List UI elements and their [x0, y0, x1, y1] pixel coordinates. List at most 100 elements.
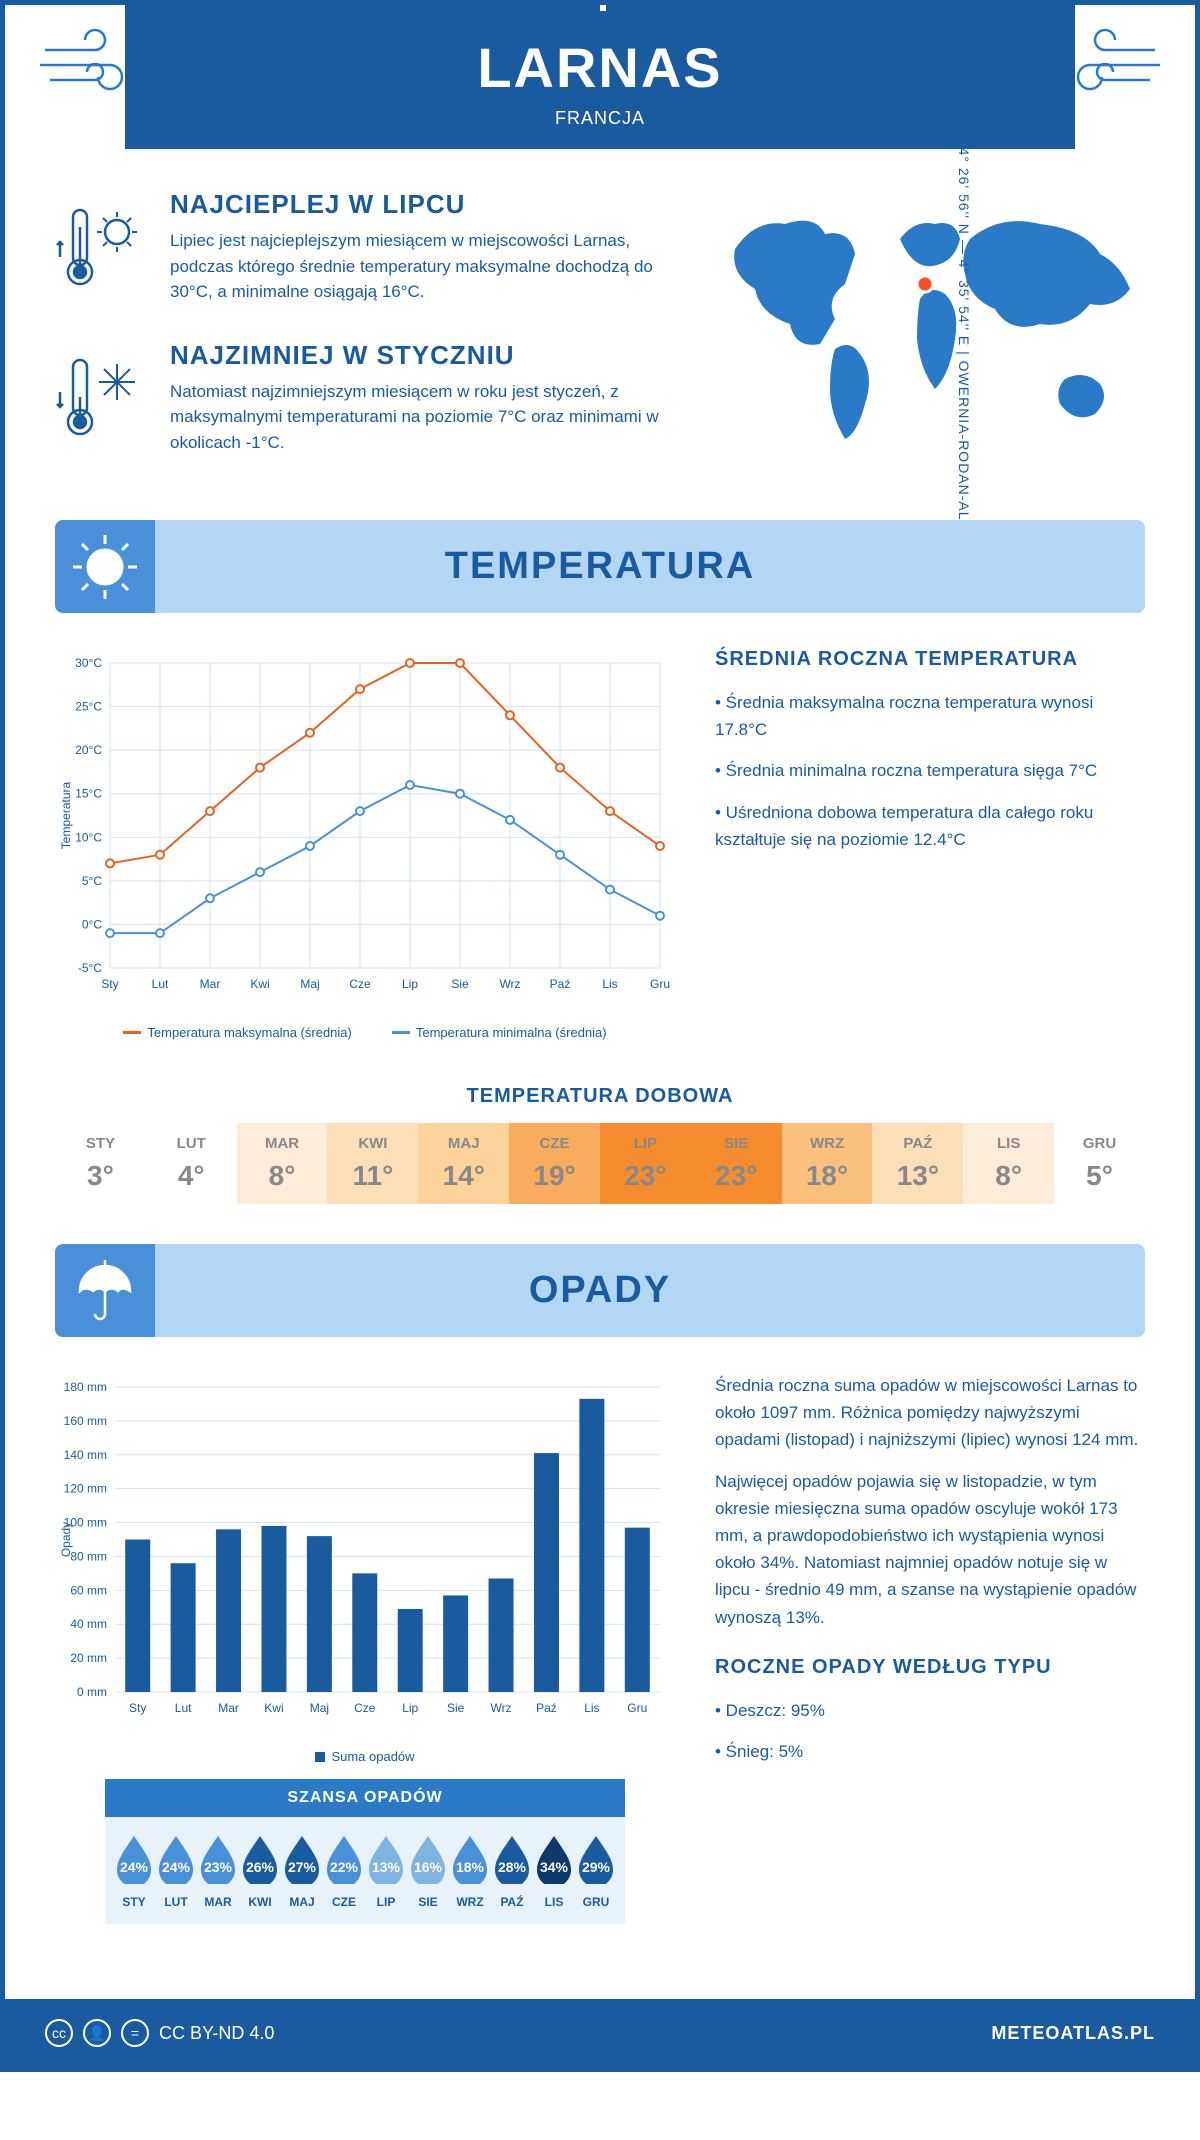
temp-chart-legend: Temperatura maksymalna (średnia) Tempera…	[55, 1025, 675, 1040]
svg-text:Lip: Lip	[402, 1701, 418, 1715]
rain-chance-drop: 29%GRU	[575, 1832, 617, 1909]
site-label: METEOATLAS.PL	[991, 2023, 1155, 2044]
svg-text:5°C: 5°C	[82, 874, 102, 888]
rain-chance-drop: 23%MAR	[197, 1832, 239, 1909]
daily-temp-cell: MAR8°	[237, 1123, 328, 1204]
svg-text:Cze: Cze	[349, 977, 371, 991]
daily-temp-cell: LIP23°	[600, 1123, 691, 1204]
coldest-fact: NAJZIMNIEJ W STYCZNIU Natomiast najzimni…	[55, 340, 665, 456]
daily-temp-cell: STY3°	[55, 1123, 146, 1204]
daily-temp-cell: PAŹ13°	[872, 1123, 963, 1204]
rain-chance-drop: 28%PAŹ	[491, 1832, 533, 1909]
daily-temp-cell: KWI11°	[327, 1123, 418, 1204]
precip-type-list: • Deszcz: 95%• Śnieg: 5%	[715, 1697, 1145, 1765]
svg-text:25°C: 25°C	[75, 700, 102, 714]
svg-text:30°C: 30°C	[75, 656, 102, 670]
daily-temp-cell: LUT4°	[146, 1123, 237, 1204]
svg-text:Lut: Lut	[152, 977, 169, 991]
svg-text:13%: 13%	[372, 1859, 401, 1875]
svg-text:Opady: Opady	[59, 1522, 73, 1557]
rain-chance-drop: 16%SIE	[407, 1832, 449, 1909]
svg-text:24%: 24%	[120, 1859, 149, 1875]
rain-chance-drop: 22%CZE	[323, 1832, 365, 1909]
svg-text:0°C: 0°C	[82, 917, 102, 931]
svg-text:26%: 26%	[246, 1859, 275, 1875]
rain-chance-drop: 34%LIS	[533, 1832, 575, 1909]
thermometer-sun-icon	[55, 189, 145, 305]
svg-text:20°C: 20°C	[75, 743, 102, 757]
hottest-text: Lipiec jest najcieplejszym miesiącem w m…	[170, 228, 665, 305]
svg-text:Sty: Sty	[101, 977, 118, 991]
svg-text:Kwi: Kwi	[264, 1701, 283, 1715]
svg-text:Paź: Paź	[550, 977, 571, 991]
svg-text:28%: 28%	[498, 1859, 527, 1875]
precip-section-banner: OPADY	[55, 1244, 1145, 1337]
cc-icon: cc	[45, 2019, 73, 2047]
precip-type-title: ROCZNE OPADY WEDŁUG TYPU	[715, 1656, 1145, 1679]
by-icon: 👤	[83, 2019, 111, 2047]
page-header: LARNAS FRANCJA	[125, 5, 1075, 149]
svg-text:160 mm: 160 mm	[64, 1414, 107, 1428]
world-map: 44° 26' 56'' N — 4° 35' 54'' E | OWERNIA…	[705, 189, 1145, 490]
temperature-section-title: TEMPERATURA	[445, 545, 756, 587]
svg-text:Lip: Lip	[402, 977, 418, 991]
daily-temp-title: TEMPERATURA DOBOWA	[5, 1085, 1195, 1108]
rain-chance-drop: 26%KWI	[239, 1832, 281, 1909]
svg-text:22%: 22%	[330, 1859, 359, 1875]
svg-text:29%: 29%	[582, 1859, 611, 1875]
precip-para-2: Najwięcej opadów pojawia się w listopadz…	[715, 1468, 1145, 1631]
rain-chance-drop: 13%LIP	[365, 1832, 407, 1909]
rain-chance-row: 24%STY24%LUT23%MAR26%KWI27%MAJ22%CZE13%L…	[105, 1817, 625, 1924]
svg-text:18%: 18%	[456, 1859, 485, 1875]
svg-text:23%: 23%	[204, 1859, 233, 1875]
daily-temp-cell: SIE23°	[691, 1123, 782, 1204]
hottest-fact: NAJCIEPLEJ W LIPCU Lipiec jest najcieple…	[55, 189, 665, 305]
sun-icon	[55, 520, 155, 613]
svg-text:15°C: 15°C	[75, 787, 102, 801]
umbrella-icon	[55, 1244, 155, 1337]
nd-icon: =	[121, 2019, 149, 2047]
coldest-title: NAJZIMNIEJ W STYCZNIU	[170, 340, 665, 371]
precipitation-bar-chart: 0 mm20 mm40 mm60 mm80 mm100 mm120 mm140 …	[55, 1372, 675, 1732]
svg-text:Mar: Mar	[218, 1701, 239, 1715]
thermometer-snow-icon	[55, 340, 145, 456]
daily-temp-cell: LIS8°	[963, 1123, 1054, 1204]
rain-chance-drop: 18%WRZ	[449, 1832, 491, 1909]
license-label: CC BY-ND 4.0	[159, 2023, 274, 2044]
svg-text:40 mm: 40 mm	[70, 1617, 107, 1631]
svg-text:0 mm: 0 mm	[77, 1685, 107, 1699]
svg-text:Sty: Sty	[129, 1701, 146, 1715]
coordinates-label: 44° 26' 56'' N — 4° 35' 54'' E | OWERNIA…	[956, 138, 972, 540]
svg-text:20 mm: 20 mm	[70, 1651, 107, 1665]
precip-chart-legend: Suma opadów	[55, 1749, 675, 1764]
svg-text:34%: 34%	[540, 1859, 569, 1875]
svg-text:Paź: Paź	[536, 1701, 557, 1715]
page-footer: cc 👤 = CC BY-ND 4.0 METEOATLAS.PL	[5, 1999, 1195, 2067]
svg-text:60 mm: 60 mm	[70, 1583, 107, 1597]
svg-text:Wrz: Wrz	[490, 1701, 511, 1715]
svg-text:Gru: Gru	[650, 977, 670, 991]
svg-text:24%: 24%	[162, 1859, 191, 1875]
svg-text:10°C: 10°C	[75, 830, 102, 844]
svg-text:Sie: Sie	[451, 977, 469, 991]
svg-text:180 mm: 180 mm	[64, 1380, 107, 1394]
svg-text:Temperatura: Temperatura	[59, 781, 73, 849]
daily-temp-bar: STY3°LUT4°MAR8°KWI11°MAJ14°CZE19°LIP23°S…	[55, 1123, 1145, 1204]
daily-temp-cell: CZE19°	[509, 1123, 600, 1204]
svg-text:16%: 16%	[414, 1859, 443, 1875]
location-country: FRANCJA	[125, 108, 1075, 129]
svg-text:120 mm: 120 mm	[64, 1482, 107, 1496]
daily-temp-cell: WRZ18°	[782, 1123, 873, 1204]
precip-para-1: Średnia roczna suma opadów w miejscowośc…	[715, 1372, 1145, 1454]
rain-chance-drop: 24%LUT	[155, 1832, 197, 1909]
svg-text:Wrz: Wrz	[499, 977, 520, 991]
svg-text:-5°C: -5°C	[78, 961, 102, 975]
svg-text:Lis: Lis	[584, 1701, 599, 1715]
daily-temp-cell: GRU5°	[1054, 1123, 1145, 1204]
temp-summary-title: ŚREDNIA ROCZNA TEMPERATURA	[715, 648, 1145, 671]
rain-chance-drop: 24%STY	[113, 1832, 155, 1909]
temperature-section-banner: TEMPERATURA	[55, 520, 1145, 613]
svg-text:Mar: Mar	[200, 977, 221, 991]
svg-text:Cze: Cze	[354, 1701, 376, 1715]
svg-text:140 mm: 140 mm	[64, 1448, 107, 1462]
